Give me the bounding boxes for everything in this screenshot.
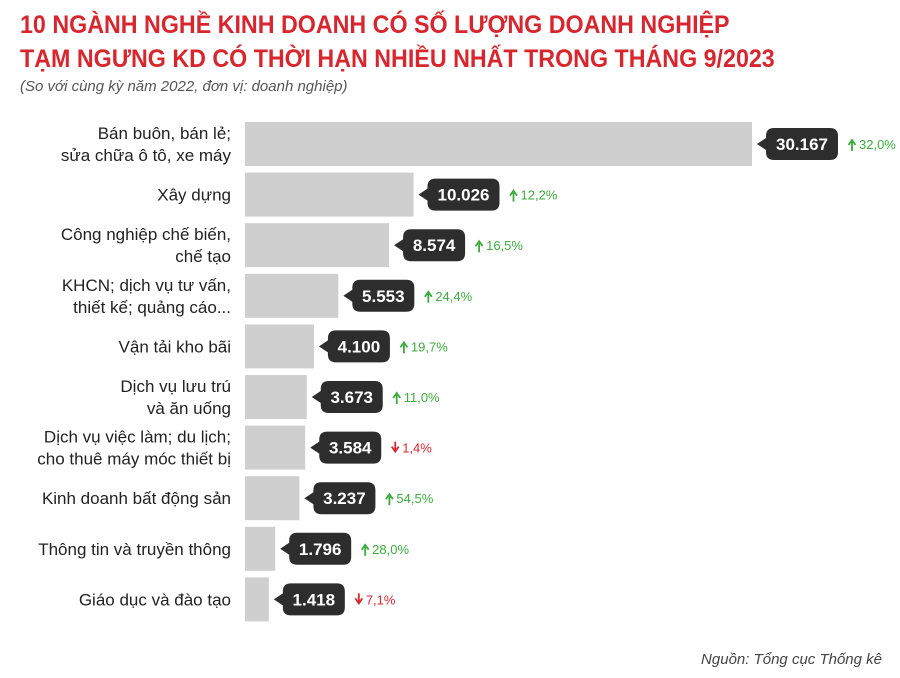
category-label: chế tạo bbox=[175, 247, 231, 266]
change-label: 7,1% bbox=[366, 592, 396, 607]
down-arrow-icon bbox=[390, 441, 400, 454]
change-label: 1,4% bbox=[402, 441, 432, 456]
bar bbox=[245, 425, 306, 470]
value-callout bbox=[757, 128, 838, 160]
value-callout bbox=[280, 532, 352, 565]
change-label: 16,5% bbox=[486, 238, 523, 253]
bar bbox=[245, 324, 314, 369]
bar-chart: Bán buôn, bán lẻ; sửa chữa ô tô, xe máy 30… bbox=[37, 122, 896, 622]
value-callout bbox=[343, 279, 415, 312]
category-label: Vận tải kho bãi bbox=[119, 337, 231, 356]
change-label: 12,2% bbox=[521, 188, 558, 203]
up-arrow-icon bbox=[847, 138, 857, 151]
category-label: Dịch vụ lưu trú bbox=[120, 377, 231, 396]
category-label: Giáo dục và đào tạo bbox=[79, 590, 231, 609]
change-label: 54,5% bbox=[396, 491, 433, 506]
value-label: 3.237 bbox=[323, 489, 366, 508]
up-arrow-icon bbox=[509, 189, 518, 202]
up-arrow-icon bbox=[424, 290, 433, 303]
category-label: và ăn uống bbox=[147, 399, 231, 418]
value-label: 1.796 bbox=[299, 540, 342, 559]
bar bbox=[245, 172, 414, 217]
up-arrow-icon bbox=[474, 239, 484, 253]
bar bbox=[245, 273, 339, 318]
category-label: Kinh doanh bất động sản bbox=[42, 489, 231, 508]
category-label: Dịch vụ việc làm; du lịch; bbox=[44, 428, 231, 447]
up-arrow-icon bbox=[399, 340, 409, 354]
category-label: KHCN; dịch vụ tư vấn, bbox=[62, 276, 231, 295]
category-label: sửa chữa ô tô, xe máy bbox=[61, 146, 232, 165]
value-label: 30.167 bbox=[776, 135, 828, 154]
bar bbox=[245, 476, 300, 521]
value-callout bbox=[394, 229, 466, 262]
category-label: Bán buôn, bán lẻ; bbox=[98, 124, 231, 143]
category-label: Thông tin và truyền thông bbox=[38, 540, 231, 559]
change-label: 24,4% bbox=[435, 289, 472, 304]
value-label: 1.418 bbox=[293, 590, 336, 609]
value-label: 3.584 bbox=[329, 439, 372, 458]
up-arrow-icon bbox=[392, 391, 401, 404]
category-label: cho thuê máy móc thiết bị bbox=[37, 450, 231, 469]
change-label: 11,0% bbox=[404, 390, 440, 405]
change-label: 28,0% bbox=[372, 542, 409, 557]
bar bbox=[245, 577, 269, 622]
value-callout bbox=[310, 431, 382, 464]
value-callout bbox=[318, 330, 390, 363]
bar bbox=[245, 223, 390, 268]
up-arrow-icon bbox=[385, 492, 394, 506]
bar bbox=[245, 122, 752, 166]
value-label: 8.574 bbox=[413, 236, 456, 255]
chart-subtitle: (So với cùng kỳ năm 2022, đơn vị: doanh … bbox=[20, 78, 348, 95]
chart-title-line-1: 10 NGÀNH NGHỀ KINH DOANH CÓ SỐ LƯỢNG DOA… bbox=[20, 11, 730, 39]
chart-title: 10 NGÀNH NGHỀ KINH DOANH CÓ SỐ LƯỢNG DOA… bbox=[20, 8, 775, 76]
category-label: thiết kế; quảng cáo... bbox=[73, 298, 231, 317]
value-callout bbox=[273, 583, 345, 616]
change-label: 19,7% bbox=[411, 339, 448, 354]
up-arrow-icon bbox=[360, 543, 370, 556]
chart-title-line-2: TẠM NGƯNG KD CÓ THỜI HẠN NHIỀU NHẤT TRON… bbox=[20, 45, 775, 73]
down-arrow-icon bbox=[354, 593, 364, 605]
bar bbox=[245, 375, 307, 419]
bar bbox=[245, 526, 276, 571]
value-callout bbox=[311, 381, 383, 413]
category-label: Xây dựng bbox=[157, 186, 231, 205]
value-label: 5.553 bbox=[362, 287, 405, 306]
value-label: 10.026 bbox=[438, 186, 490, 205]
value-callout bbox=[418, 178, 500, 211]
category-label: Công nghiệp chế biến, bbox=[61, 225, 231, 244]
change-label: 32,0% bbox=[859, 137, 896, 152]
value-label: 4.100 bbox=[338, 337, 381, 356]
value-callout bbox=[304, 482, 376, 515]
source-note: Nguồn: Tổng cục Thống kê bbox=[701, 651, 882, 668]
value-label: 3.673 bbox=[330, 388, 373, 407]
